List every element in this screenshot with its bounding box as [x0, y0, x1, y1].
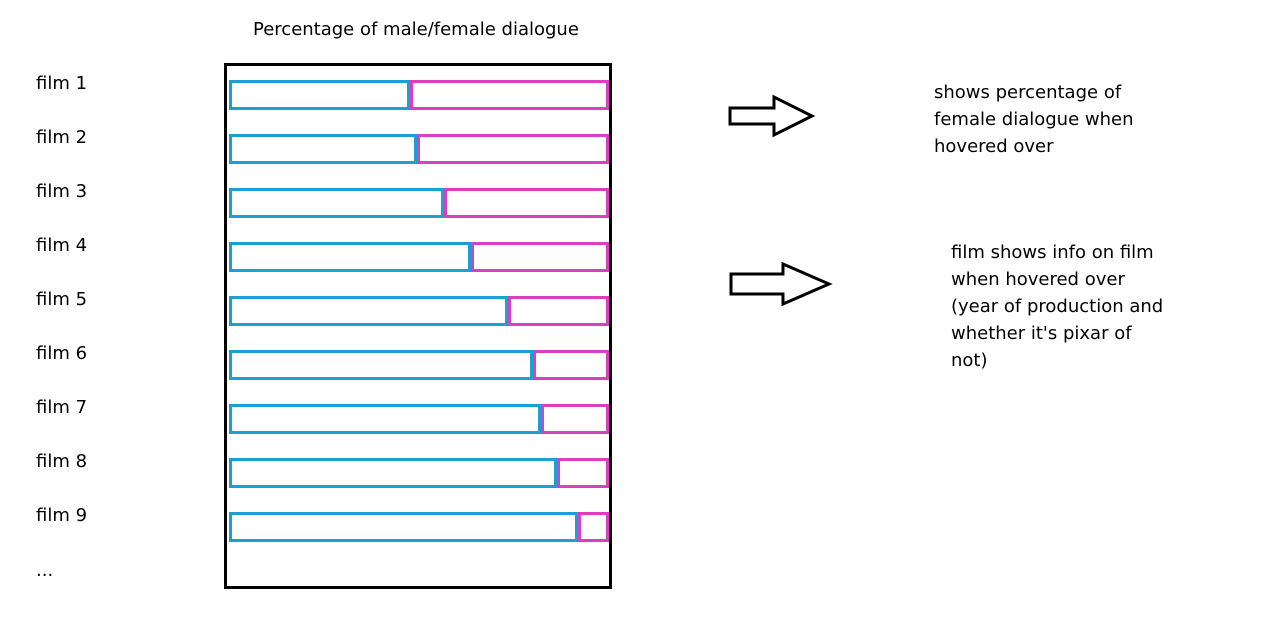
- film-label[interactable]: film 5: [36, 289, 88, 310]
- female-dialogue-bar[interactable]: [508, 296, 609, 326]
- film-label[interactable]: film 3: [36, 181, 88, 202]
- film-label[interactable]: film 4: [36, 235, 88, 256]
- film-label[interactable]: film 1: [36, 73, 88, 94]
- note-line: when hovered over: [951, 269, 1125, 290]
- chart-frame: [224, 63, 612, 589]
- male-dialogue-bar[interactable]: [229, 296, 508, 326]
- film-label[interactable]: film 7: [36, 397, 88, 418]
- male-dialogue-bar[interactable]: [229, 134, 417, 164]
- female-dialogue-bar[interactable]: [410, 80, 609, 110]
- female-dialogue-bar[interactable]: [471, 242, 609, 272]
- right-arrow-icon: [728, 94, 816, 138]
- right-arrow-icon: [729, 262, 833, 306]
- female-dialogue-bar[interactable]: [578, 512, 609, 542]
- chart-title: Percentage of male/female dialogue: [253, 19, 579, 40]
- female-dialogue-bar[interactable]: [533, 350, 609, 380]
- female-dialogue-bar[interactable]: [557, 458, 609, 488]
- female-dialogue-bar[interactable]: [444, 188, 609, 218]
- male-dialogue-bar[interactable]: [229, 458, 557, 488]
- male-dialogue-bar[interactable]: [229, 512, 578, 542]
- male-dialogue-bar[interactable]: [229, 242, 471, 272]
- female-dialogue-bar[interactable]: [417, 134, 609, 164]
- male-dialogue-bar[interactable]: [229, 350, 533, 380]
- film-label[interactable]: film 2: [36, 127, 88, 148]
- male-dialogue-bar[interactable]: [229, 80, 410, 110]
- female-dialogue-bar[interactable]: [541, 404, 609, 434]
- film-label[interactable]: film 6: [36, 343, 88, 364]
- note-line: whether it's pixar of: [951, 323, 1132, 344]
- note-line: hovered over: [934, 136, 1054, 157]
- more-films-ellipsis: ...: [36, 560, 54, 581]
- male-dialogue-bar[interactable]: [229, 404, 541, 434]
- film-label[interactable]: film 8: [36, 451, 88, 472]
- film-info-note: film shows info on film when hovered over…: [951, 239, 1163, 374]
- note-line: (year of production and: [951, 296, 1164, 317]
- female-percentage-note: shows percentage of female dialogue when h…: [934, 79, 1134, 160]
- note-line: film shows info on film: [951, 242, 1154, 263]
- film-label[interactable]: film 9: [36, 505, 88, 526]
- note-line: not): [951, 350, 988, 371]
- note-line: shows percentage of: [934, 82, 1122, 103]
- note-line: female dialogue when: [934, 109, 1134, 130]
- male-dialogue-bar[interactable]: [229, 188, 444, 218]
